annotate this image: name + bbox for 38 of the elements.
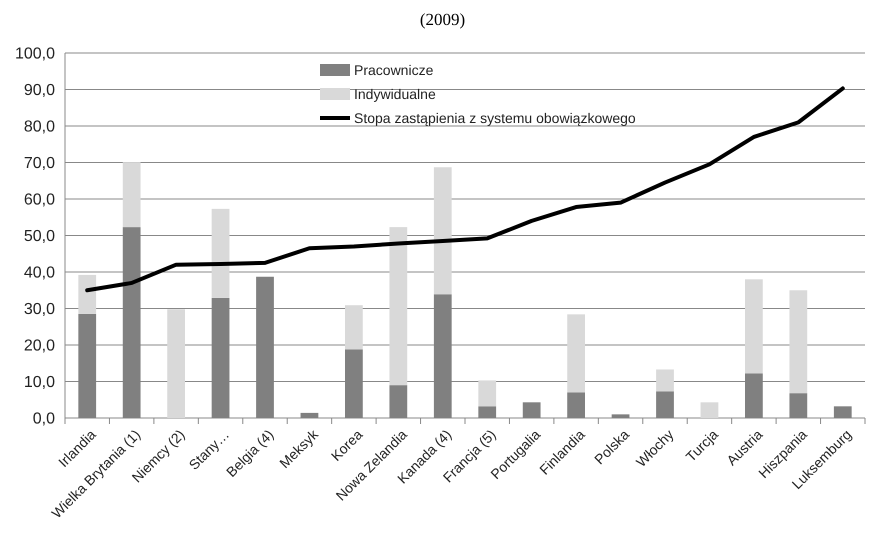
y-tick-label: 90,0 <box>24 82 56 100</box>
legend-label: Stopa zastąpienia z systemu obowiązkowego <box>354 110 636 126</box>
y-tick-label: 40,0 <box>24 264 56 282</box>
bar <box>789 393 808 418</box>
line-series <box>85 86 845 292</box>
y-tick-label: 70,0 <box>24 155 56 172</box>
bar <box>834 406 852 418</box>
y-tick-label: 0,0 <box>32 410 56 428</box>
y-tick-label: 60,0 <box>24 192 56 209</box>
y-tick-label: 30,0 <box>24 301 56 318</box>
y-tick-label: 100,0 <box>14 46 56 63</box>
bar <box>167 309 185 418</box>
legend-label: Indywidualne <box>354 86 436 102</box>
y-tick-label: 80,0 <box>24 118 56 136</box>
bar <box>212 208 230 298</box>
bar <box>567 314 585 392</box>
bar <box>656 369 674 392</box>
bar <box>700 402 718 418</box>
bar <box>567 392 585 418</box>
bar <box>478 380 496 406</box>
chart-title: (2009) <box>420 10 466 29</box>
bar <box>389 385 408 418</box>
bar <box>656 391 674 418</box>
y-tick-label: 20,0 <box>24 338 56 355</box>
y-tick-label: 50,0 <box>24 228 56 246</box>
bar <box>78 274 96 314</box>
bar <box>434 167 452 294</box>
bar <box>345 305 363 350</box>
bar <box>522 402 541 418</box>
bar <box>612 414 630 418</box>
legend-label: Pracownicze <box>354 62 434 78</box>
bar <box>478 406 496 418</box>
bar <box>745 279 763 374</box>
bar <box>389 227 408 386</box>
bar <box>122 162 141 228</box>
bar <box>789 290 808 394</box>
y-tick-label: 10,0 <box>24 374 56 392</box>
bar <box>300 412 318 418</box>
